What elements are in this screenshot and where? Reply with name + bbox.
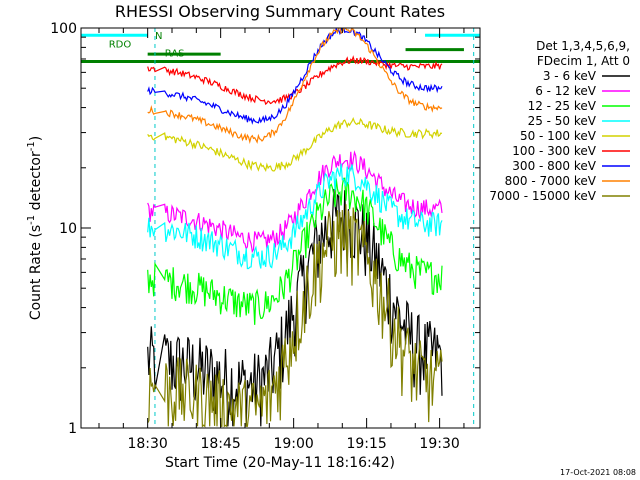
series-line-1 (147, 150, 443, 254)
series-line-6 (147, 28, 443, 125)
legend-entry: 12 - 25 keV (528, 99, 597, 113)
y-tick-label: 100 (50, 21, 77, 37)
legend-entry: 100 - 300 keV (512, 144, 596, 158)
legend-entry: 3 - 6 keV (543, 69, 597, 83)
series-line-4 (147, 116, 443, 173)
x-tick-label: 19:00 (273, 436, 313, 452)
flag-label: RAS (165, 49, 185, 60)
series-line-3 (147, 163, 443, 270)
y-tick-label: 10 (59, 221, 77, 237)
legend-entry: 25 - 50 keV (528, 114, 597, 128)
x-tick-label: 18:30 (127, 436, 167, 452)
series-line-8 (147, 204, 443, 428)
series-line-5 (147, 55, 443, 106)
tick-labels: 1 10 100 18:30 18:45 19:00 19:15 19:30 (50, 21, 460, 452)
legend-entry: 50 - 100 keV (520, 129, 597, 143)
legend-header: Det 1,3,4,5,6,9, (536, 39, 630, 53)
legend-entry: 7000 - 15000 keV (489, 189, 596, 203)
x-tick-label: 18:45 (200, 436, 240, 452)
series-line-2 (147, 177, 443, 325)
x-axis-label: Start Time (20-May-11 18:16:42) (165, 455, 395, 471)
legend-header: FDecim 1, Att 0 (537, 54, 630, 68)
timestamp: 17-Oct-2021 08:08 (560, 468, 636, 477)
legend-entry: 300 - 800 keV (512, 159, 596, 173)
plot-axes (80, 27, 481, 429)
legend-entry: 800 - 7000 keV (505, 174, 597, 188)
y-tick-label: 1 (68, 421, 77, 437)
legend: Det 1,3,4,5,6,9,FDecim 1, Att 03 - 6 keV… (489, 39, 630, 203)
legend-entry: 6 - 12 keV (535, 84, 597, 98)
flag-label: RDO (109, 39, 132, 50)
x-tick-label: 19:30 (419, 436, 459, 452)
y-axis-label: Count Rate (s-1 detector-1) (26, 136, 44, 320)
series-line-0 (147, 189, 443, 427)
chart-title: RHESSI Observing Summary Count Rates (115, 2, 445, 21)
flag-label: N (155, 31, 162, 42)
series-line-7 (147, 28, 443, 144)
x-tick-label: 19:15 (346, 436, 386, 452)
